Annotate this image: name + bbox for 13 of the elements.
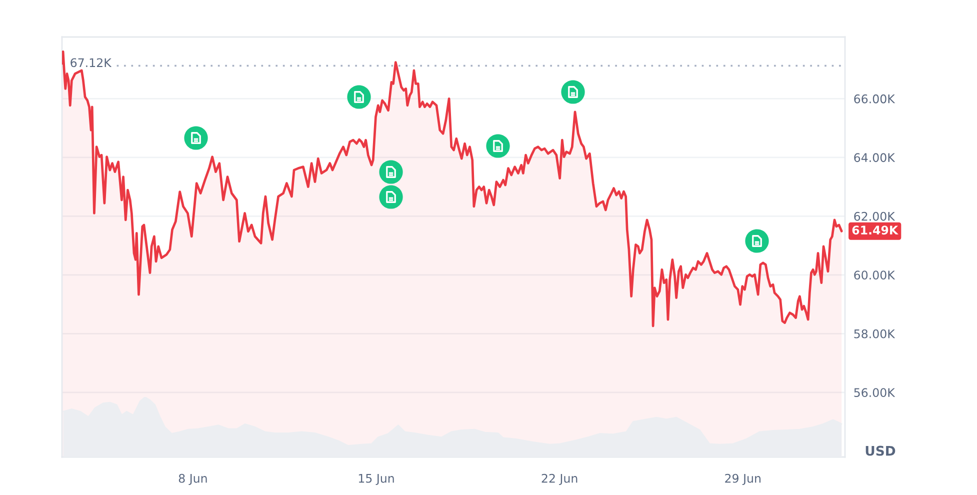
x-tick-label: 15 Jun: [358, 474, 394, 485]
y-tick-label: 58.00K: [854, 329, 896, 338]
x-tick-label: 29 Jun: [725, 474, 760, 485]
annotation: 61.49K: [852, 226, 898, 235]
y-tick-label: 60.00K: [854, 270, 896, 280]
x-tick-label: 22 Jun: [542, 474, 578, 485]
y-axis-title: USD: [866, 446, 896, 456]
y-tick-label: 64.00K: [854, 153, 896, 162]
x-tick-label: 8 Jun: [178, 474, 207, 485]
y-tick-label: 66.00K: [854, 94, 896, 104]
ref-line-label: 67.12K: [70, 58, 112, 68]
y-tick-label: 56.00K: [854, 388, 896, 398]
y-tick-label: 62.00K: [854, 212, 896, 221]
